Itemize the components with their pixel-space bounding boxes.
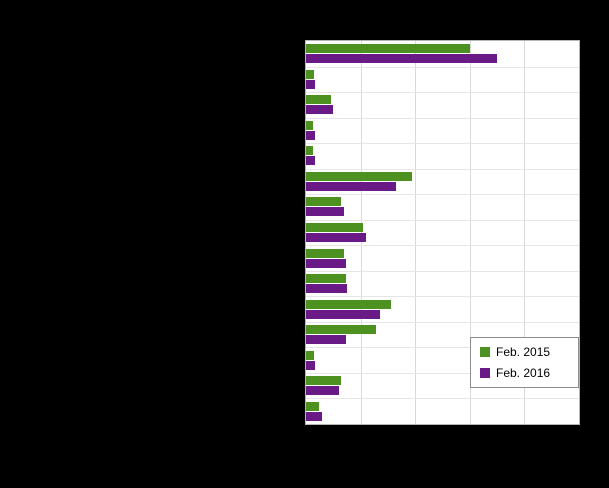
legend-swatch-feb-2016: [480, 368, 490, 378]
bar-feb-2016: [306, 105, 334, 115]
bar-feb-2015: [306, 146, 314, 156]
legend-label-feb-2016: Feb. 2016: [496, 366, 551, 380]
bar-feb-2015: [306, 299, 392, 309]
bar-feb-2016: [306, 54, 498, 64]
gridline-horizontal: [306, 245, 579, 247]
bar-group: [306, 322, 579, 348]
gridline-horizontal: [306, 270, 579, 272]
bar-feb-2016: [306, 156, 315, 166]
bar-group: [306, 143, 579, 169]
bar-feb-2015: [306, 44, 470, 54]
legend: Feb. 2015 Feb. 2016: [470, 337, 579, 388]
legend-swatch-feb-2015: [480, 347, 490, 357]
bar-group: [306, 296, 579, 322]
bar-group: [306, 245, 579, 271]
bar-group: [306, 118, 579, 144]
bar-feb-2016: [306, 232, 366, 242]
bar-group: [306, 67, 579, 93]
bar-group: [306, 92, 579, 118]
bar-feb-2015: [306, 401, 320, 411]
bar-feb-2015: [306, 274, 346, 284]
gridline-horizontal: [306, 117, 579, 119]
bar-feb-2016: [306, 79, 316, 89]
bar-group: [306, 169, 579, 195]
bar-feb-2016: [306, 386, 339, 396]
legend-item-feb-2016: Feb. 2016: [480, 367, 569, 379]
bar-group: [306, 271, 579, 297]
gridline-horizontal: [306, 372, 579, 374]
bar-groups: [306, 41, 579, 424]
bar-feb-2016: [306, 207, 344, 217]
bar-group: [306, 194, 579, 220]
gridline-horizontal: [306, 347, 579, 349]
bar-group: [306, 41, 579, 67]
bar-group: [306, 373, 579, 399]
plot-area: [305, 40, 580, 425]
gridline-horizontal: [306, 194, 579, 196]
gridline-vertical: [360, 41, 362, 424]
gridline-horizontal: [306, 296, 579, 298]
gridline-vertical: [469, 41, 471, 424]
gridlines: [306, 41, 579, 424]
bar-feb-2015: [306, 350, 315, 360]
bar-feb-2015: [306, 69, 315, 79]
gridline-horizontal: [306, 219, 579, 221]
gridline-horizontal: [306, 66, 579, 68]
bar-feb-2016: [306, 411, 322, 421]
legend-item-feb-2015: Feb. 2015: [480, 346, 569, 358]
gridline-vertical: [415, 41, 417, 424]
gridline-horizontal: [306, 143, 579, 145]
bar-feb-2015: [306, 171, 413, 181]
bar-feb-2016: [306, 335, 346, 345]
bar-feb-2015: [306, 120, 314, 130]
bar-feb-2016: [306, 360, 316, 370]
bar-group: [306, 220, 579, 246]
gridline-horizontal: [306, 92, 579, 94]
bar-feb-2015: [306, 325, 377, 335]
bar-feb-2015: [306, 95, 331, 105]
gridline-horizontal: [306, 168, 579, 170]
bar-feb-2016: [306, 258, 346, 268]
bar-feb-2015: [306, 197, 341, 207]
gridline-vertical: [524, 41, 526, 424]
bar-feb-2016: [306, 181, 397, 191]
bar-group: [306, 347, 579, 373]
bar-feb-2015: [306, 248, 344, 258]
bar-feb-2016: [306, 284, 348, 294]
bar-feb-2015: [306, 222, 364, 232]
bar-group: [306, 398, 579, 424]
legend-label-feb-2015: Feb. 2015: [496, 345, 551, 359]
bar-feb-2016: [306, 309, 381, 319]
gridline-horizontal: [306, 398, 579, 400]
bar-feb-2015: [306, 376, 341, 386]
gridline-horizontal: [306, 321, 579, 323]
bar-feb-2016: [306, 130, 315, 140]
